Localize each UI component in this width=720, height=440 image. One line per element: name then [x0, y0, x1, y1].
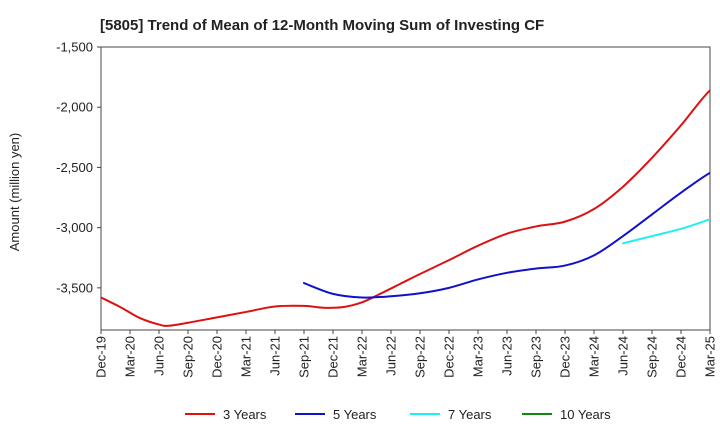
legend-label-3-years: 3 Years: [223, 407, 267, 422]
x-tick-label: Mar-21: [239, 336, 254, 377]
y-tick-label: -3,500: [56, 280, 93, 295]
x-tick-label: Dec-23: [558, 336, 573, 378]
x-tick-label: Mar-25: [703, 336, 718, 377]
x-tick-label: Dec-22: [442, 336, 457, 378]
x-tick-label: Jun-23: [500, 336, 515, 376]
y-axis-label: Amount (million yen): [7, 133, 22, 252]
x-tick-label: Mar-22: [355, 336, 370, 377]
y-tick-label: -3,000: [56, 220, 93, 235]
series-line-7-years: [622, 218, 710, 245]
series-line-5-years: [303, 171, 710, 299]
axes-layer: -1,500 -2,000 -2,500 -3,000 -3,500 Dec-19 Mar-…: [56, 40, 717, 378]
series-line-3-years: [101, 88, 710, 327]
x-tick-label: Sep-22: [413, 336, 428, 378]
x-tick-label: Jun-22: [384, 336, 399, 376]
x-tick-label: Jun-20: [152, 336, 167, 376]
x-tick-label: Mar-23: [471, 336, 486, 377]
series-layer: [101, 88, 710, 327]
x-tick-label: Jun-24: [616, 336, 631, 376]
y-tick-label: -2,000: [56, 100, 93, 115]
x-tick-label: Jun-21: [268, 336, 283, 376]
y-tick-label: -2,500: [56, 160, 93, 175]
chart-title: [5805] Trend of Mean of 12-Month Moving …: [100, 17, 544, 34]
legend-label-7-years: 7 Years: [448, 407, 492, 422]
y-tick-label: -1,500: [56, 40, 93, 55]
x-tick-label: Mar-24: [587, 336, 602, 377]
x-tick-label: Dec-19: [94, 336, 109, 378]
legend: 3 Years 5 Years 7 Years 10 Years: [185, 407, 611, 422]
legend-label-5-years: 5 Years: [333, 407, 377, 422]
x-tick-label: Sep-20: [181, 336, 196, 378]
plot-frame: [100, 46, 711, 331]
legend-label-10-years: 10 Years: [560, 407, 611, 422]
x-tick-label: Sep-23: [529, 336, 544, 378]
x-tick-label: Dec-21: [326, 336, 341, 378]
x-tick-label: Dec-20: [210, 336, 225, 378]
x-tick-label: Dec-24: [674, 336, 689, 378]
x-tick-label: Sep-21: [297, 336, 312, 378]
x-tick-label: Sep-24: [645, 336, 660, 378]
x-tick-label: Mar-20: [123, 336, 138, 377]
